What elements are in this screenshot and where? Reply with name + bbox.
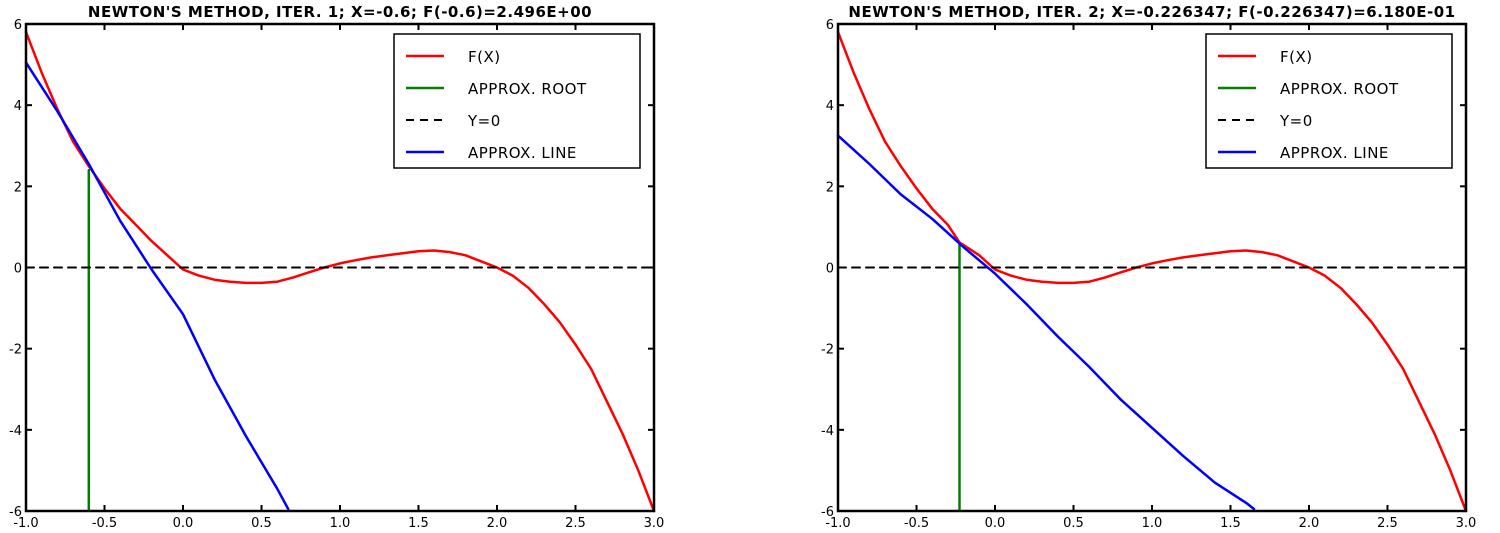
y-tick-label: -4 bbox=[821, 424, 834, 439]
legend: F(X) APPROX. ROOT Y=0 APPROX. LINE bbox=[393, 33, 641, 169]
y-tick-label: -6 bbox=[9, 505, 22, 520]
x-tick-label: 0.5 bbox=[1063, 516, 1084, 531]
x-tick-label: 0.0 bbox=[173, 516, 194, 531]
x-tick-label: -1.0 bbox=[825, 516, 850, 531]
series-line-f-x bbox=[24, 30, 656, 513]
x-tick-label: 2.0 bbox=[1299, 516, 1320, 531]
chart-panel-1: NEWTON'S METHOD, ITER. 1; X=-0.6; F(-0.6… bbox=[9, 3, 664, 531]
legend-label: APPROX. LINE bbox=[1280, 144, 1389, 162]
legend-label: F(X) bbox=[1280, 48, 1313, 66]
legend-label: APPROX. LINE bbox=[468, 144, 577, 162]
y-tick-label: 6 bbox=[14, 18, 22, 33]
series-line-approx-line bbox=[24, 61, 290, 511]
x-tick-label: 2.5 bbox=[565, 516, 586, 531]
legend-label: Y=0 bbox=[1279, 112, 1313, 130]
x-tick-label: 1.5 bbox=[408, 516, 429, 531]
x-tick-label: 1.5 bbox=[1220, 516, 1241, 531]
legend-label: APPROX. ROOT bbox=[468, 80, 587, 98]
y-tick-label: -2 bbox=[821, 343, 834, 358]
legend-label: F(X) bbox=[468, 48, 501, 66]
x-tick-label: -0.5 bbox=[92, 516, 117, 531]
chart-panel-2: NEWTON'S METHOD, ITER. 2; X=-0.226347; F… bbox=[821, 3, 1476, 531]
x-tick-label: 3.0 bbox=[1456, 516, 1477, 531]
x-tick-label: -1.0 bbox=[13, 516, 38, 531]
y-tick-label: -4 bbox=[9, 424, 22, 439]
x-tick-label: 2.0 bbox=[487, 516, 508, 531]
y-tick-label: 4 bbox=[826, 99, 834, 114]
y-tick-label: 0 bbox=[14, 262, 22, 277]
y-tick-label: 0 bbox=[826, 262, 834, 277]
y-tick-label: 2 bbox=[14, 180, 22, 195]
x-tick-label: -0.5 bbox=[904, 516, 929, 531]
legend: F(X) APPROX. ROOT Y=0 APPROX. LINE bbox=[1205, 33, 1453, 169]
x-tick-label: 0.5 bbox=[251, 516, 272, 531]
y-tick-label: 2 bbox=[826, 180, 834, 195]
chart-title: NEWTON'S METHOD, ITER. 2; X=-0.226347; F… bbox=[848, 3, 1455, 21]
series-line-f-x bbox=[836, 30, 1468, 513]
x-tick-label: 0.0 bbox=[985, 516, 1006, 531]
chart-title: NEWTON'S METHOD, ITER. 1; X=-0.6; F(-0.6… bbox=[88, 3, 592, 21]
x-tick-label: 2.5 bbox=[1377, 516, 1398, 531]
y-tick-label: 4 bbox=[14, 99, 22, 114]
x-tick-label: 1.0 bbox=[1142, 516, 1163, 531]
y-tick-label: -2 bbox=[9, 343, 22, 358]
y-tick-label: -6 bbox=[821, 505, 834, 520]
x-tick-label: 3.0 bbox=[644, 516, 665, 531]
x-tick-label: 1.0 bbox=[330, 516, 351, 531]
legend-label: APPROX. ROOT bbox=[1280, 80, 1399, 98]
y-tick-label: 6 bbox=[826, 18, 834, 33]
legend-label: Y=0 bbox=[467, 112, 501, 130]
series-line-approx-line bbox=[836, 134, 1256, 511]
